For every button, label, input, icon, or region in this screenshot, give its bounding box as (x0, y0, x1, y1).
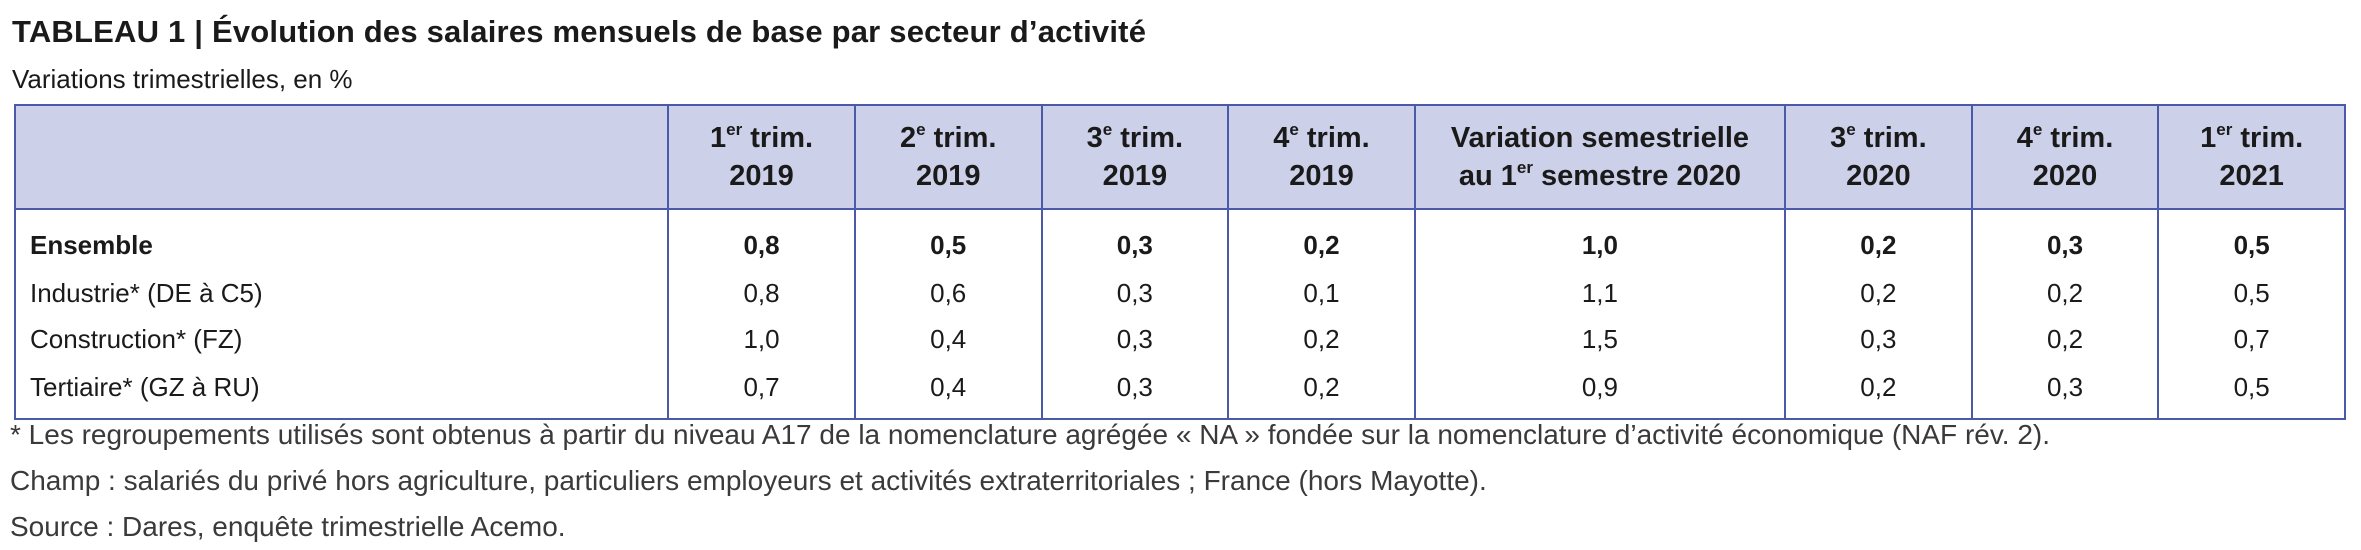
table-cell: 0,3 (1784, 316, 1973, 362)
table-row-industrie: Industrie* (DE à C5) 0,8 0,6 0,3 0,1 1,1… (13, 270, 2346, 316)
table-cell: 0,2 (1227, 209, 1416, 270)
row-label: Tertiaire* (GZ à RU) (13, 362, 670, 420)
table-cell: 0,3 (1040, 362, 1230, 420)
table-cell: 1,5 (1413, 316, 1787, 362)
table-cell: 0,7 (2157, 316, 2346, 362)
table-cell: 0,3 (1040, 209, 1230, 270)
table-cell: 0,9 (1413, 362, 1787, 420)
table-cell: 0,2 (1784, 270, 1973, 316)
row-label: Ensemble (13, 209, 670, 270)
salary-table: 1er trim. 2019 2e trim. 2019 3e trim. 2019 … (13, 104, 2346, 420)
table-row-tertiaire: Tertiaire* (GZ à RU) 0,7 0,4 0,3 0,2 0,9… (13, 362, 2346, 420)
table-cell: 1,0 (1413, 209, 1787, 270)
table-cell: 1,0 (667, 316, 856, 362)
header-cell-q3-2020: 3e trim. 2020 (1784, 104, 1973, 210)
header-cell-q4-2019: 4e trim. 2019 (1227, 104, 1416, 210)
table-cell: 0,4 (853, 316, 1043, 362)
header-cell-semestrial-2020: Variation semestrielle au 1er semestre 20… (1413, 104, 1787, 210)
table-cell: 1,1 (1413, 270, 1787, 316)
table-cell: 0,3 (1970, 362, 2160, 420)
table-cell: 0,5 (853, 209, 1043, 270)
table-cell: 0,2 (1784, 362, 1973, 420)
table-cell: 0,7 (667, 362, 856, 420)
header-cell-q2-2019: 2e trim. 2019 (853, 104, 1043, 210)
table-cell: 0,8 (667, 209, 856, 270)
table-subtitle: Variations trimestrielles, en % (12, 64, 353, 94)
header-row: 1er trim. 2019 2e trim. 2019 3e trim. 2019 … (13, 104, 2346, 210)
header-cell-q3-2019: 3e trim. 2019 (1040, 104, 1230, 210)
table-cell: 0,3 (1040, 316, 1230, 362)
table-cell: 0,6 (853, 270, 1043, 316)
table-cell: 0,2 (1227, 362, 1416, 420)
table-cell: 0,2 (1227, 316, 1416, 362)
source-text: Source : Dares, enquête trimestrielle Ac… (10, 511, 566, 542)
table-cell: 0,5 (2157, 362, 2346, 420)
table-cell: 0,5 (2157, 209, 2346, 270)
table-cell: 0,4 (853, 362, 1043, 420)
row-label: Industrie* (DE à C5) (13, 270, 670, 316)
table-row-construction: Construction* (FZ) 1,0 0,4 0,3 0,2 1,5 0… (13, 316, 2346, 362)
table-notes: * Les regroupements utilisés sont obtenu… (10, 412, 2050, 550)
table-cell: 0,2 (1970, 316, 2160, 362)
footnote-text: * Les regroupements utilisés sont obtenu… (10, 419, 2050, 450)
header-cell-q4-2020: 4e trim. 2020 (1970, 104, 2160, 210)
table-cell: 0,8 (667, 270, 856, 316)
table-cell: 0,5 (2157, 270, 2346, 316)
row-label: Construction* (FZ) (13, 316, 670, 362)
table-cell: 0,3 (1970, 209, 2160, 270)
table-title: TABLEAU 1 | Évolution des salaires mensu… (12, 14, 1147, 49)
table-cell: 0,2 (1784, 209, 1973, 270)
header-corner-cell (13, 104, 670, 210)
table-cell: 0,3 (1040, 270, 1230, 316)
header-cell-q1-2021: 1er trim. 2021 (2157, 104, 2346, 210)
table-cell: 0,1 (1227, 270, 1416, 316)
header-cell-q1-2019: 1er trim. 2019 (667, 104, 856, 210)
champ-text: Champ : salariés du privé hors agricultu… (10, 465, 1487, 496)
table-cell: 0,2 (1970, 270, 2160, 316)
table-row-ensemble: Ensemble 0,8 0,5 0,3 0,2 1,0 0,2 0,3 0,5 (13, 209, 2346, 270)
